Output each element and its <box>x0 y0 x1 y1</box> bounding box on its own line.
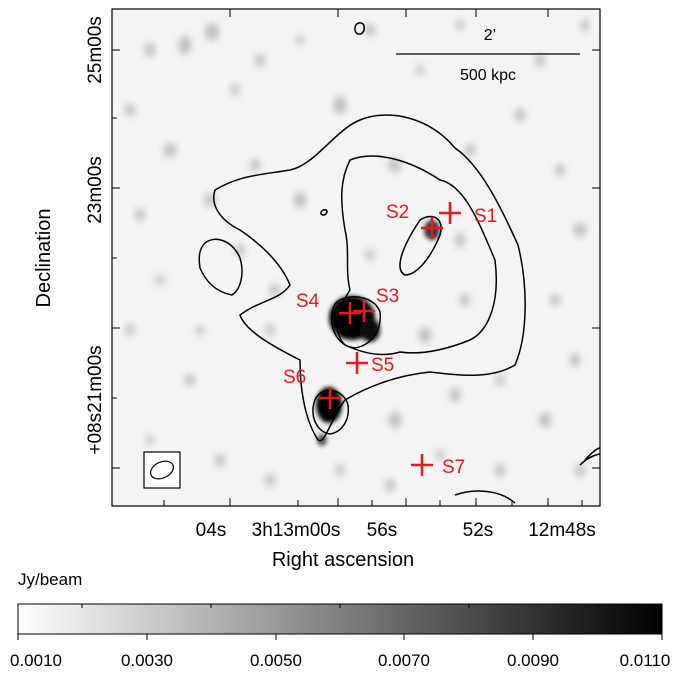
source-label-s3: S3 <box>376 286 399 307</box>
contour-outer <box>213 114 526 442</box>
contours <box>198 22 600 504</box>
y-tick-label: +08s21m00s <box>85 345 106 454</box>
marker-s4 <box>339 302 361 324</box>
y-tick-label: 23m00s <box>85 156 106 224</box>
y-tick-labels: 25m00s 23m00s +08s21m00s <box>85 16 106 454</box>
x-axis-title: Right ascension <box>272 549 414 571</box>
map-background <box>112 9 600 506</box>
beam-box <box>143 451 181 489</box>
y-axis-title: Declination <box>33 209 55 308</box>
source-labels: S1 S2 S3 S4 S5 S6 S7 <box>283 202 497 478</box>
marker-s3 <box>353 300 375 322</box>
colorbar-tick-label: 0.0110 <box>620 651 671 670</box>
source-label-s5: S5 <box>371 355 394 376</box>
colorbar: Jy/beam 0.0010 0.0030 0.0050 0.0070 0.00… <box>10 570 670 670</box>
colorbar-tick-label: 0.0010 <box>10 651 62 670</box>
y-tick-label: 25m00s <box>85 16 106 84</box>
beam-ellipse <box>150 460 174 480</box>
contour-east <box>579 447 600 466</box>
source-label-s1: S1 <box>474 206 497 227</box>
source-markers <box>319 202 461 476</box>
contour-s6 <box>312 389 350 435</box>
contour-small <box>320 209 328 216</box>
colorbar-ticks <box>17 604 663 640</box>
contour-west <box>198 238 243 296</box>
x-tick-labels: 04s 3h13m00s 56s 52s 12m48s <box>196 520 596 541</box>
colorbar-tick-label: 0.0050 <box>250 651 302 670</box>
colorbar-tick-label: 0.0030 <box>121 651 173 670</box>
marker-s6 <box>319 387 341 409</box>
colorbar-tick-label: 0.0090 <box>507 651 559 670</box>
source-label-s6: S6 <box>283 367 306 388</box>
source-label-s7: S7 <box>442 457 465 478</box>
colorbar-tick-label: 0.0070 <box>378 651 430 670</box>
source-label-s2: S2 <box>386 202 409 223</box>
axis-ticks <box>112 9 600 506</box>
scale-bar-angular: 2’ <box>484 27 496 44</box>
scale-bar-physical: 500 kpc <box>460 67 516 84</box>
marker-s7 <box>411 454 433 476</box>
beam-indicator <box>143 451 181 489</box>
contour-inner <box>336 155 497 356</box>
contour-south <box>454 490 516 504</box>
contour-topring <box>354 22 365 35</box>
colorbar-unit: Jy/beam <box>18 570 82 589</box>
x-tick-label: 52s <box>463 520 494 541</box>
x-tick-label: 56s <box>367 520 398 541</box>
colorbar-gradient <box>17 603 663 635</box>
x-tick-label: 12m48s <box>528 520 596 541</box>
x-tick-label: 04s <box>196 520 227 541</box>
image-panel <box>111 8 601 507</box>
marker-s2 <box>421 217 443 239</box>
source-label-s4: S4 <box>296 291 320 312</box>
scale-bar: 2’ 500 kpc <box>396 27 580 84</box>
x-tick-label: 3h13m00s <box>252 520 341 541</box>
contour-s2 <box>399 215 442 276</box>
contour-s34 <box>330 296 381 349</box>
marker-s5 <box>346 352 368 374</box>
marker-s1 <box>439 202 461 224</box>
